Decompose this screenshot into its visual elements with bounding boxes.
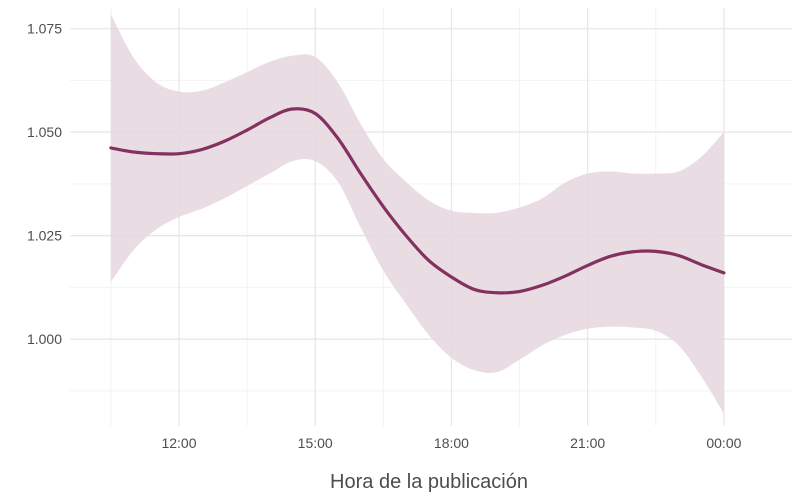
x-tick-label: 12:00	[161, 435, 196, 451]
x-tick-label: 15:00	[298, 435, 333, 451]
trend-line	[109, 107, 726, 295]
x-tick-label: 18:00	[434, 435, 469, 451]
x-tick-label: 21:00	[570, 435, 605, 451]
series-layer	[109, 14, 726, 414]
y-tick-label: 1.075	[27, 21, 62, 37]
x-tick-labels: 12:00 15:00 18:00 21:00 00:00	[161, 435, 741, 451]
confidence-band	[110, 14, 724, 414]
x-axis-title: Hora de la publicación	[330, 471, 528, 493]
y-tick-labels: 1.000 1.025 1.050 1.075	[27, 21, 62, 347]
y-tick-label: 1.050	[27, 124, 62, 140]
y-tick-label: 1.025	[27, 228, 62, 244]
y-tick-label: 1.000	[27, 331, 62, 347]
x-tick-label: 00:00	[706, 435, 741, 451]
